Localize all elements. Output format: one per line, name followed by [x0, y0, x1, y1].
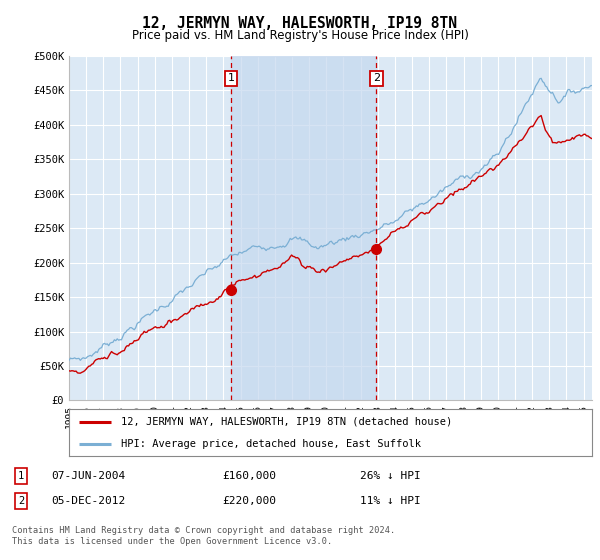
Text: 2: 2	[18, 496, 24, 506]
Text: Contains HM Land Registry data © Crown copyright and database right 2024.
This d: Contains HM Land Registry data © Crown c…	[12, 526, 395, 546]
Text: 07-JUN-2004: 07-JUN-2004	[51, 471, 125, 481]
Text: 1: 1	[227, 73, 235, 83]
Text: £220,000: £220,000	[222, 496, 276, 506]
Text: 26% ↓ HPI: 26% ↓ HPI	[360, 471, 421, 481]
Text: 11% ↓ HPI: 11% ↓ HPI	[360, 496, 421, 506]
Text: 2: 2	[373, 73, 380, 83]
Text: Price paid vs. HM Land Registry's House Price Index (HPI): Price paid vs. HM Land Registry's House …	[131, 29, 469, 42]
Text: £160,000: £160,000	[222, 471, 276, 481]
Text: 12, JERMYN WAY, HALESWORTH, IP19 8TN (detached house): 12, JERMYN WAY, HALESWORTH, IP19 8TN (de…	[121, 417, 452, 427]
Text: 05-DEC-2012: 05-DEC-2012	[51, 496, 125, 506]
Text: 12, JERMYN WAY, HALESWORTH, IP19 8TN: 12, JERMYN WAY, HALESWORTH, IP19 8TN	[143, 16, 458, 31]
Text: 1: 1	[18, 471, 24, 481]
Bar	[231, 56, 376, 400]
Text: HPI: Average price, detached house, East Suffolk: HPI: Average price, detached house, East…	[121, 438, 421, 449]
